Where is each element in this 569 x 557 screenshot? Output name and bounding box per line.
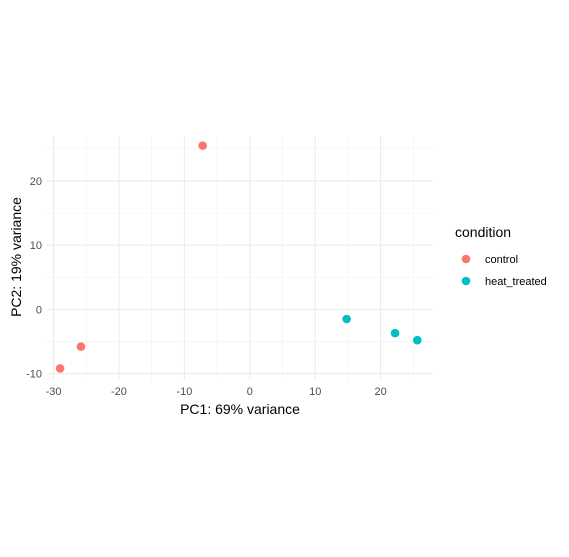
data-points: [55, 141, 422, 373]
legend-title: condition: [455, 224, 511, 240]
x-axis-label: PC1: 69% variance: [180, 401, 300, 417]
x-axis-ticks: -30 -20 -10 0 10 20: [46, 386, 387, 398]
data-point-control: [76, 342, 86, 351]
legend-label-control: control: [485, 254, 518, 266]
data-point-heat-treated: [412, 335, 422, 345]
legend-key-control: [461, 254, 471, 264]
y-tick-label: -10: [26, 369, 42, 381]
data-point-control: [55, 364, 65, 373]
legend-items: control heat_treated: [461, 254, 547, 288]
x-tick-label: 10: [309, 386, 321, 398]
y-tick-label: 0: [36, 304, 42, 316]
major-gridlines: [47, 136, 433, 380]
x-tick-label: -30: [46, 386, 62, 398]
legend-key-heat-treated: [461, 276, 471, 286]
minor-gridlines: [47, 136, 433, 380]
x-tick-label: -20: [111, 386, 127, 398]
data-point-control: [198, 141, 208, 150]
data-point-heat-treated: [342, 314, 351, 324]
x-tick-label: 20: [375, 386, 387, 398]
data-point-heat-treated: [390, 328, 400, 338]
x-tick-label: -10: [176, 386, 192, 398]
y-axis-ticks: -10 0 10 20: [26, 176, 42, 381]
y-tick-label: 10: [30, 240, 42, 252]
legend: condition control heat_treated: [455, 224, 547, 288]
legend-label-heat-treated: heat_treated: [485, 276, 547, 288]
y-tick-label: 20: [30, 176, 42, 188]
x-tick-label: 0: [247, 386, 253, 398]
y-axis-label: PC2: 19% variance: [8, 197, 24, 317]
